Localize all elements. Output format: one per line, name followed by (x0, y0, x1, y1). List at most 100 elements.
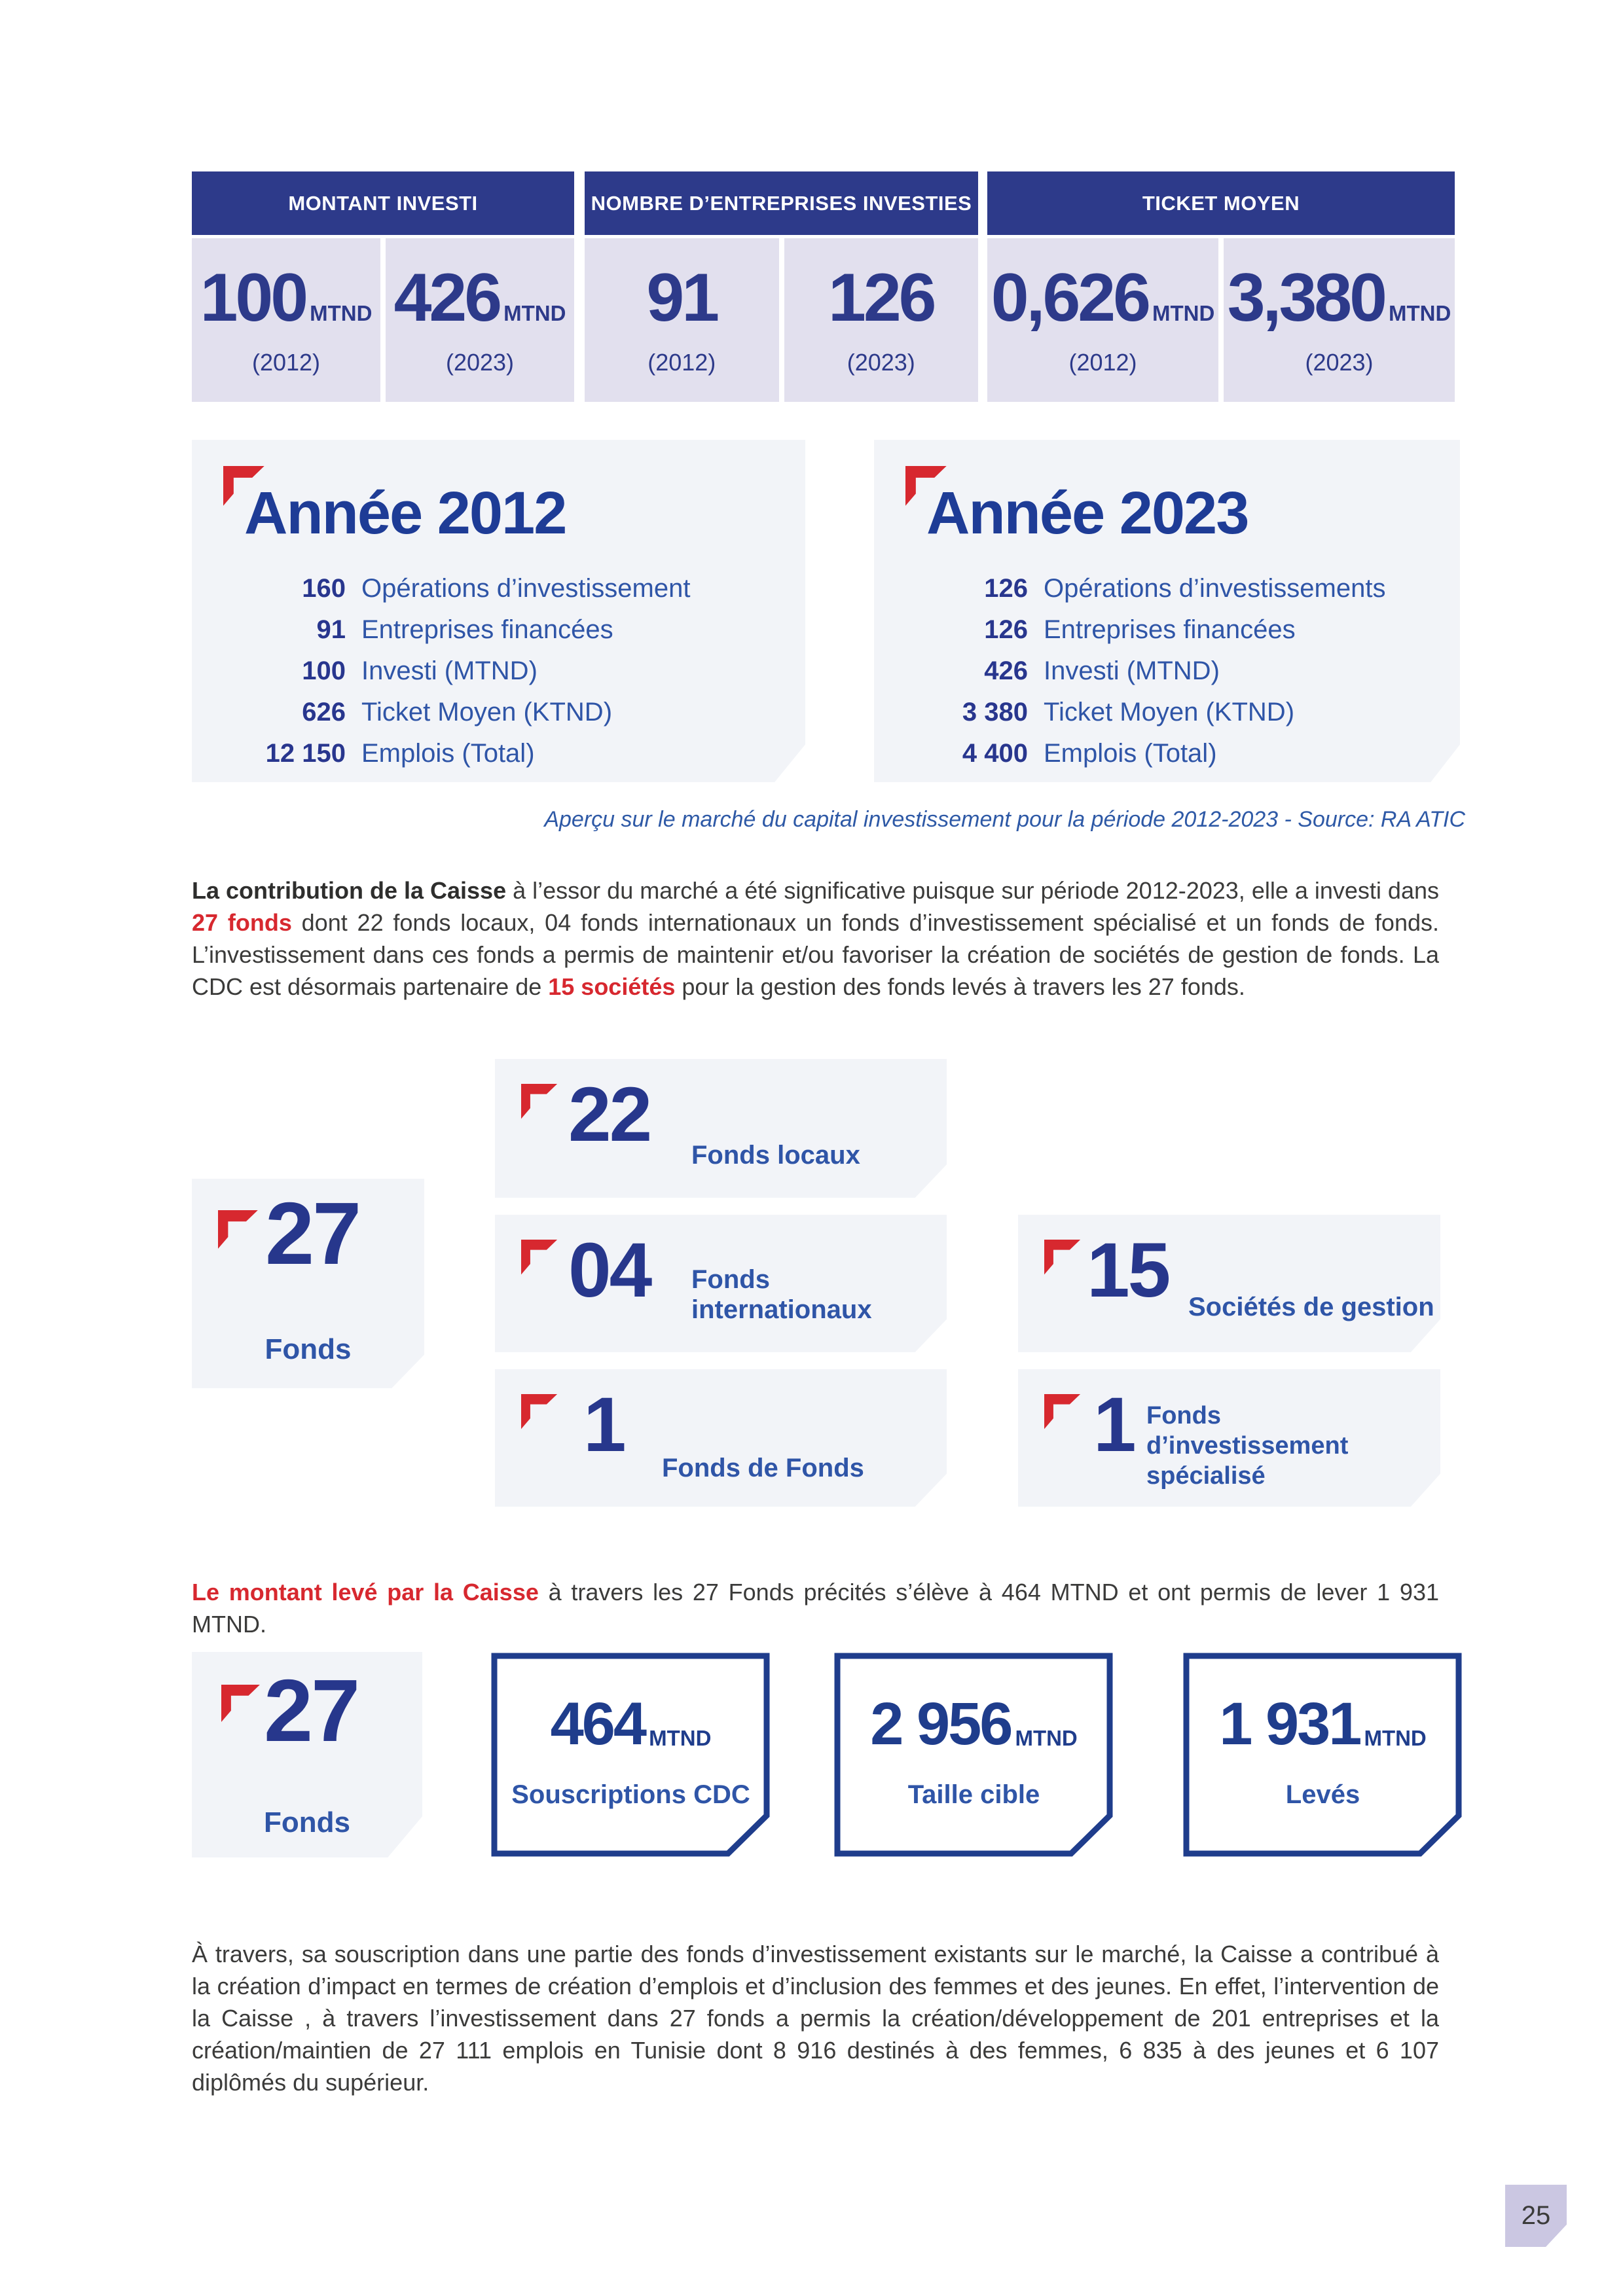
amount-box-taille-cible: 2 956 MTND Taille cible (834, 1652, 1114, 1857)
box-outline (834, 1653, 1113, 1857)
stat-label: Ticket Moyen (KTND) (1044, 698, 1295, 726)
corner-flag-icon (521, 1084, 558, 1119)
corner-flag-icon (223, 466, 264, 506)
stat-label: Opérations d’investissements (1044, 574, 1386, 603)
stat-value-line: 0,626 MTND (991, 264, 1215, 332)
stat-value: 0,626 (991, 260, 1151, 336)
funds-total-label: Fonds (264, 1806, 350, 1839)
funds-total-value: 27 (264, 1661, 360, 1760)
amount-box-souscriptions: 464 MTND Souscriptions CDC (491, 1652, 771, 1857)
stat-value: 100 (200, 260, 309, 336)
amount-value: 464 (550, 1691, 647, 1757)
stat-label: Fonds internationaux (691, 1265, 872, 1324)
stat-number: 126 (984, 615, 1028, 644)
highlight-15-societes: 15 sociétés (548, 973, 676, 1000)
list-item: 426 Investi (MTND) (874, 651, 1434, 692)
list-item: 12 150 Emplois (Total) (192, 733, 779, 774)
fund-box-internationaux: 04 Fonds internationaux (495, 1215, 947, 1352)
year-stats-list: 160 Opérations d’investissement 91 Entre… (192, 568, 779, 774)
amount-label: Taille cible (907, 1780, 1040, 1809)
list-item: 626 Ticket Moyen (KTND) (192, 692, 779, 733)
page-number-badge: 25 (1505, 2185, 1567, 2247)
amount-value-line: 464 MTND (491, 1694, 771, 1754)
stat-label: Entreprises financées (361, 615, 613, 644)
stat-group-header: MONTANT INVESTI (192, 171, 574, 235)
stat-cell-2023: 126 (2023) (784, 238, 978, 402)
year-box-title: Année 2012 (244, 480, 567, 547)
highlight-27-fonds: 27 fonds (192, 909, 292, 936)
stat-number: 126 (984, 574, 1028, 603)
stat-number: 1 (1093, 1382, 1137, 1468)
stat-number: 22 (568, 1071, 652, 1158)
stat-group-header-label: TICKET MOYEN (1142, 191, 1300, 215)
stat-label: Opérations d’investissement (361, 574, 691, 603)
corner-flag-icon (905, 466, 947, 506)
stat-group-header-label: MONTANT INVESTI (288, 191, 478, 215)
stat-label: Sociétés de gestion (1188, 1293, 1434, 1321)
paragraph-text: dont 22 fonds locaux, 04 fonds internati… (192, 909, 1439, 1000)
stat-label: Investi (MTND) (361, 656, 538, 685)
stat-group-ticket-moyen: TICKET MOYEN 0,626 MTND (2012) 3,380 MTN… (987, 171, 1455, 402)
stat-value-line: 100 MTND (200, 264, 373, 332)
amount-label: Levés (1285, 1780, 1360, 1809)
stat-label: Fonds d’investissement spécialisé (1146, 1402, 1349, 1490)
stat-number: 426 (984, 656, 1028, 685)
fund-total-label: Fonds (264, 1333, 352, 1365)
stat-year: (2023) (847, 349, 915, 376)
stat-group-header-label: NOMBRE D’ENTREPRISES INVESTIES (591, 191, 972, 215)
fund-box-fonds-specialise: 1 Fonds d’investissement spécialisé (1018, 1369, 1440, 1507)
paragraph-contribution: La contribution de la Caisse à l’essor d… (192, 874, 1439, 1003)
stat-label: Entreprises financées (1044, 615, 1296, 644)
paragraph-text: à travers les 27 Fonds précités s’élève … (192, 1579, 1439, 1638)
stat-cells: 0,626 MTND (2012) 3,380 MTND (2023) (987, 238, 1455, 402)
fund-box-locaux: 22 Fonds locaux (495, 1059, 947, 1198)
stat-label: Investi (MTND) (1044, 656, 1220, 685)
paragraph-montant-leve: Le montant levé par la Caisse à travers … (192, 1576, 1439, 1640)
fund-total-value: 27 (265, 1184, 361, 1283)
stat-number: 160 (302, 574, 346, 603)
stat-number: 04 (568, 1227, 652, 1314)
stat-unit: MTND (1152, 301, 1215, 325)
year-box-2012: Année 2012 160 Opérations d’investisseme… (192, 440, 805, 782)
stat-number: 626 (302, 698, 346, 726)
stat-label: Emplois (Total) (361, 739, 535, 768)
year-box-2023: Année 2023 126 Opérations d’investisseme… (874, 440, 1460, 782)
stat-group-header: TICKET MOYEN (987, 171, 1455, 235)
stat-group-nombre-entreprises: NOMBRE D’ENTREPRISES INVESTIES 91 (2012)… (585, 171, 978, 402)
box-outline (491, 1653, 770, 1857)
list-item: 4 400 Emplois (Total) (874, 733, 1434, 774)
list-item: 126 Opérations d’investissements (874, 568, 1434, 609)
stat-cells: 91 (2012) 126 (2023) (585, 238, 978, 402)
box-outline (1183, 1653, 1462, 1857)
paragraph-text: pour la gestion des fonds levés à traver… (675, 973, 1245, 1000)
amount-value: 2 956 (870, 1691, 1013, 1757)
page-number: 25 (1521, 2201, 1551, 2230)
stat-value: 426 (393, 260, 503, 336)
amount-unit: MTND (649, 1726, 712, 1750)
stat-group-montant-investi: MONTANT INVESTI 100 MTND (2012) 426 MTND… (192, 171, 574, 402)
paragraph-text: à l’essor du marché a été significative … (506, 877, 1439, 904)
list-item: 100 Investi (MTND) (192, 651, 779, 692)
stat-unit: MTND (310, 301, 373, 325)
corner-flag-icon (1044, 1394, 1081, 1429)
stat-number: 4 400 (962, 739, 1028, 768)
stat-unit: MTND (1388, 301, 1451, 325)
stat-value: 3,380 (1227, 260, 1387, 336)
stat-year: (2023) (1305, 349, 1374, 376)
list-item: 3 380 Ticket Moyen (KTND) (874, 692, 1434, 733)
stat-number: 12 150 (265, 739, 346, 768)
stat-cell-2012: 100 MTND (2012) (192, 238, 380, 402)
year-stats-list: 126 Opérations d’investissements 126 Ent… (874, 568, 1434, 774)
amount-value: 1 931 (1219, 1691, 1362, 1757)
amount-unit: MTND (1015, 1726, 1078, 1750)
corner-flag-icon (221, 1685, 260, 1723)
stat-value-line: 91 (646, 260, 720, 336)
amount-label: Souscriptions CDC (511, 1780, 750, 1809)
stat-cell-2023: 3,380 MTND (2023) (1224, 238, 1455, 402)
paragraph-red-intro: Le montant levé par la Caisse (192, 1579, 539, 1605)
amount-value-line: 2 956 MTND (834, 1694, 1114, 1754)
stat-value-line: 426 MTND (394, 264, 566, 332)
stat-value: 91 (646, 260, 720, 336)
stat-cell-2023: 426 MTND (2023) (386, 238, 574, 402)
